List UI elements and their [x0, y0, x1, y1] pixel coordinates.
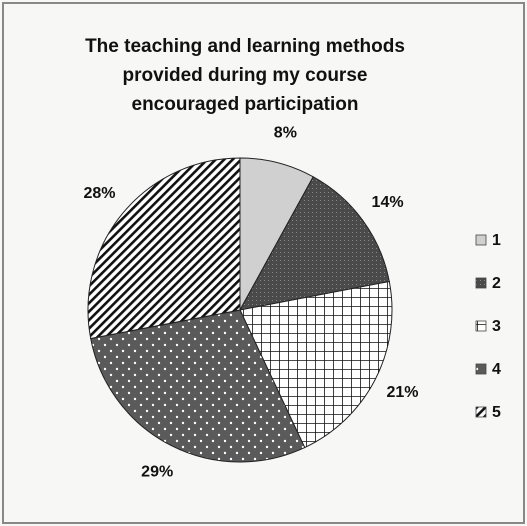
- data-label: 28%: [83, 185, 115, 202]
- pie-slice: [239, 176, 390, 311]
- legend-swatch: [475, 406, 487, 418]
- legend-swatch: [475, 320, 487, 332]
- data-label: 14%: [372, 194, 404, 211]
- legend-swatch: [475, 277, 487, 289]
- legend-swatch: [475, 363, 487, 375]
- data-label: 21%: [387, 384, 419, 401]
- legend-label: 2: [492, 275, 501, 292]
- legend-label: 1: [492, 232, 501, 249]
- legend-label: 4: [492, 361, 501, 378]
- legend-swatch: [475, 234, 487, 246]
- pie-slice: [239, 280, 393, 449]
- data-label: 8%: [274, 125, 297, 142]
- legend-label: 5: [492, 404, 501, 421]
- pie-slice: [87, 157, 241, 340]
- data-label: 29%: [141, 464, 173, 481]
- pie-slice: [90, 309, 306, 463]
- chart-title: The teaching and learning methods provid…: [85, 36, 405, 115]
- legend-label: 3: [492, 318, 501, 335]
